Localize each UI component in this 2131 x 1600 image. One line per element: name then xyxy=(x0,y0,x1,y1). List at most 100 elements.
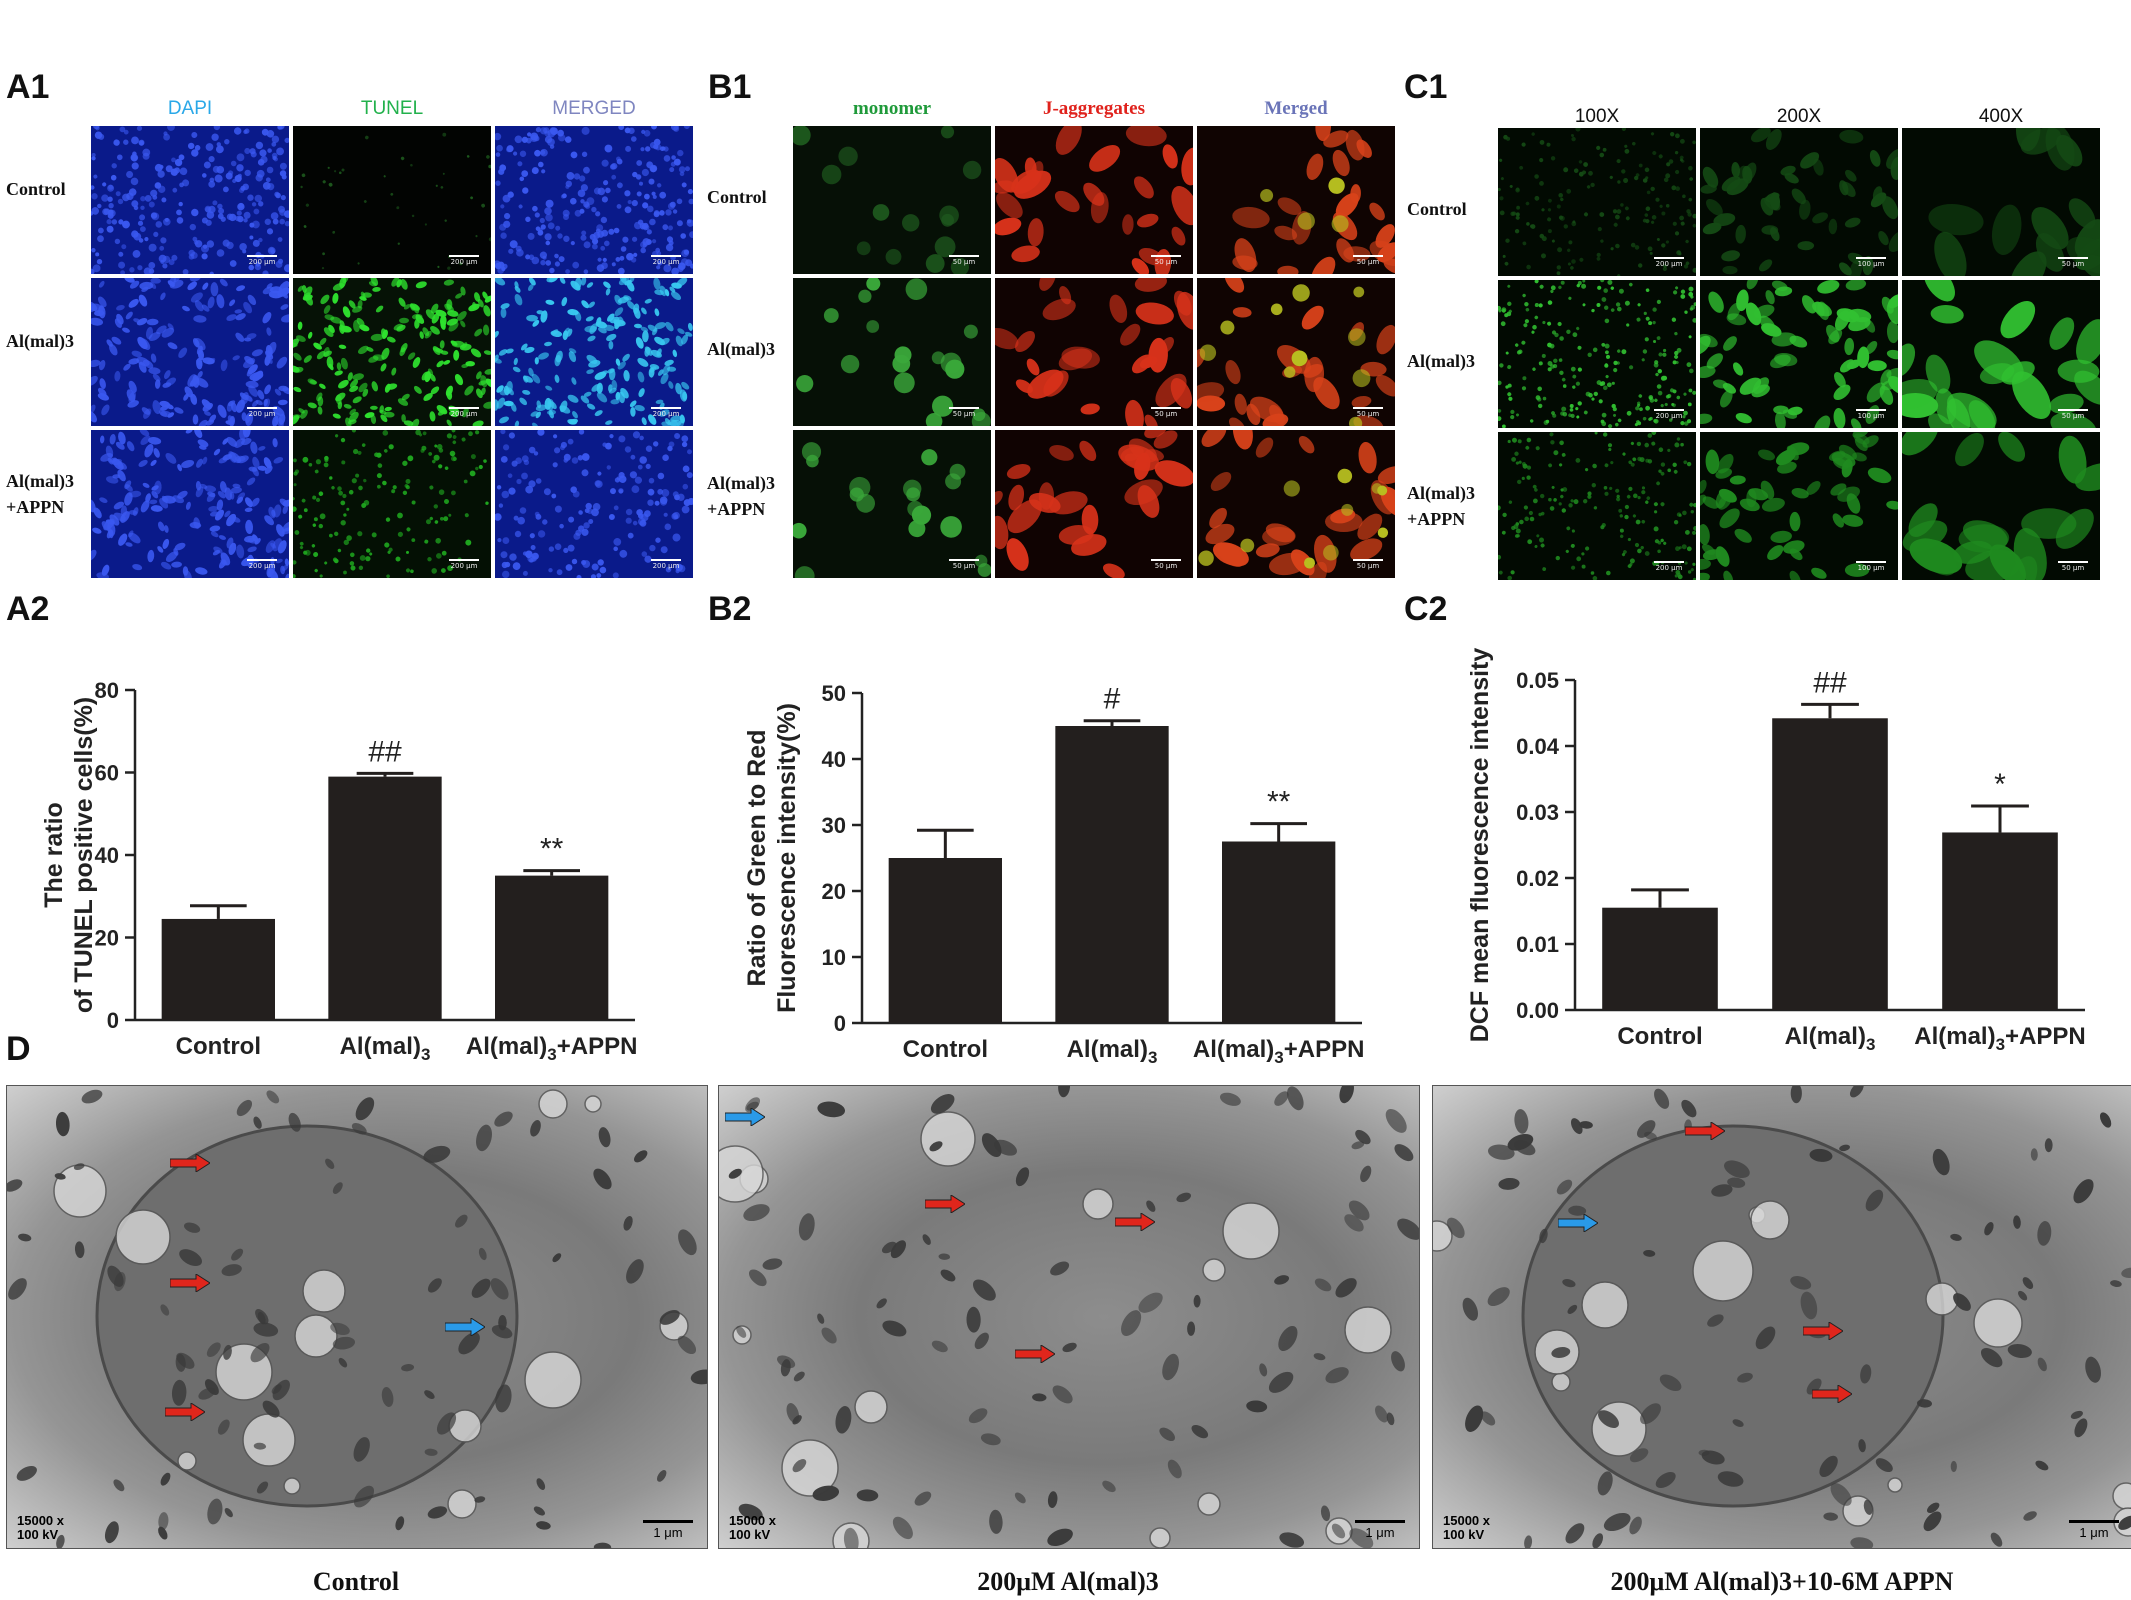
vacuole xyxy=(1925,1282,1959,1316)
vacuole xyxy=(719,1145,764,1203)
x-tick-label: Al(mal)3​ xyxy=(1067,1036,1158,1067)
blue-arrow-icon xyxy=(1558,1214,1598,1232)
scale-bar: 1 μm xyxy=(1355,1520,1405,1540)
row-header-c1-2: Al(mal)3 +APPN xyxy=(1407,480,1475,532)
vacuole xyxy=(1197,1492,1221,1516)
micrograph-b1-r0-c2: 50 μm xyxy=(1197,126,1395,274)
x-tick-label: Al(mal)3​+APPN xyxy=(1193,1036,1365,1067)
x-tick-label: Al(mal)3​+APPN xyxy=(1914,1023,2086,1054)
row-header-b1-2: Al(mal)3 +APPN xyxy=(707,470,775,522)
magnification-label: 15000 x 100 kV xyxy=(17,1514,64,1542)
row-header-line: Al(mal)3 xyxy=(707,339,775,359)
vacuole xyxy=(1149,1527,1171,1548)
row-header-line: +APPN xyxy=(1407,509,1466,529)
chart-tunel: 0 20 40 60 80 The ratio of TUNEL positive cell… xyxy=(20,620,700,1070)
micrograph-c1-r0-c1: 100 μm xyxy=(1700,128,1898,276)
vacuole xyxy=(1202,1258,1226,1282)
column-header-b1-0: monomer xyxy=(852,98,932,119)
micrograph-a1-r0-c2: 200 μm xyxy=(495,126,693,274)
scale-bar: 50 μm xyxy=(949,407,979,418)
chart-dcf-intensity: 0.00 0.01 0.02 0.03 0.04 0.05 DCF mean fluores… xyxy=(1420,615,2120,1065)
magnification-label: 15000 x 100 kV xyxy=(1443,1514,1490,1542)
magnification-line: 15000 x xyxy=(729,1513,776,1528)
micrograph-c1-r2-c0: 200 μm xyxy=(1498,432,1696,580)
vacuole xyxy=(447,1489,477,1519)
scale-bar: 50 μm xyxy=(1353,407,1383,418)
y-axis-label: of TUNEL positive cells(%) xyxy=(70,697,98,1013)
row-header-line: Al(mal)3 xyxy=(707,473,775,493)
chart-green-red-ratio: 0 10 20 30 40 50 Ratio of Green to Red Fluoresc… xyxy=(720,620,1400,1070)
x-tick-label: Al(mal)3​+APPN xyxy=(466,1033,638,1064)
panel-label-c1: C1 xyxy=(1404,68,1448,106)
magnification-line: 15000 x xyxy=(17,1513,64,1528)
row-header-a1-1: Al(mal)3 xyxy=(6,328,74,354)
vacuole xyxy=(2112,1482,2131,1510)
significance-mark: ** xyxy=(540,833,564,866)
y-axis-label: The ratio xyxy=(40,802,68,908)
blue-arrow-icon xyxy=(725,1108,765,1126)
y-tick-label: 0.03 xyxy=(1516,800,1559,825)
scale-bar: 200 μm xyxy=(651,255,681,266)
scale-bar: 200 μm xyxy=(247,407,277,418)
panel-label-a2: A2 xyxy=(6,590,50,628)
voltage-line: 100 kV xyxy=(17,1527,59,1542)
micrograph-c1-r2-c2: 50 μm xyxy=(1902,432,2100,580)
row-header-line: Control xyxy=(6,179,66,199)
row-header-a1-2: Al(mal)3 +APPN xyxy=(6,468,74,520)
red-arrow-icon xyxy=(170,1274,210,1292)
x-tick-label: Control xyxy=(903,1036,988,1063)
voltage-line: 100 kV xyxy=(729,1527,771,1542)
scale-bar: 200 μm xyxy=(1654,561,1684,572)
vacuole xyxy=(1551,1372,1571,1392)
vacuole xyxy=(242,1413,296,1467)
scale-bar: 1 μm xyxy=(2069,1520,2119,1540)
vacuole xyxy=(1344,1306,1392,1354)
scale-bar: 200 μm xyxy=(449,559,479,570)
significance-mark: # xyxy=(1104,683,1121,716)
x-tick-label: Control xyxy=(1617,1023,1702,1050)
y-tick-label: 0 xyxy=(834,1011,846,1036)
significance-mark: * xyxy=(1994,768,2006,801)
vacuole xyxy=(538,1089,568,1119)
scale-bar: 50 μm xyxy=(2058,257,2088,268)
y-tick-label: 40 xyxy=(95,843,119,868)
y-axis-label: Ratio of Green to Red xyxy=(743,730,771,987)
row-header-line: Al(mal)3 xyxy=(1407,351,1475,371)
red-arrow-icon xyxy=(170,1154,210,1172)
bar-1 xyxy=(1772,718,1888,1010)
y-tick-label: 20 xyxy=(95,926,119,951)
scale-bar: 200 μm xyxy=(1654,257,1684,268)
vacuole xyxy=(1692,1240,1754,1302)
micrograph-c1-r1-c1: 100 μm xyxy=(1700,280,1898,428)
micrograph-a1-r1-c0: 200 μm xyxy=(91,278,289,426)
tem-caption-2: 200μM Al(mal)3+10-6M APPN xyxy=(1610,1567,1954,1596)
scale-bar: 50 μm xyxy=(2058,409,2088,420)
panel-label-c2: C2 xyxy=(1404,590,1448,628)
tem-micrograph-1: 15000 x 100 kV 1 μm xyxy=(718,1085,1420,1549)
micrograph-b1-r2-c2: 50 μm xyxy=(1197,430,1395,578)
bar-2 xyxy=(1942,832,2058,1010)
vacuole xyxy=(584,1095,602,1113)
vacuole xyxy=(1082,1188,1114,1220)
y-axis-label: DCF mean fluorescence intensity xyxy=(1466,648,1494,1043)
y-tick-label: 0 xyxy=(107,1008,119,1033)
vacuole xyxy=(115,1209,171,1265)
vacuole xyxy=(1433,1220,1453,1252)
micrograph-a1-r1-c1: 200 μm xyxy=(293,278,491,426)
vacuole xyxy=(177,1451,197,1471)
micrograph-b1-r0-c1: 50 μm xyxy=(995,126,1193,274)
y-tick-label: 30 xyxy=(822,813,846,838)
panel-label-b1: B1 xyxy=(708,68,752,106)
blue-arrow-icon xyxy=(445,1318,485,1336)
vacuole xyxy=(1973,1298,2023,1348)
y-axis-label: Fluorescence intensity(%) xyxy=(773,703,801,1013)
panel-label-d: D xyxy=(6,1030,31,1068)
red-arrow-icon xyxy=(165,1403,205,1421)
column-header-b1-2: Merged xyxy=(1264,98,1328,119)
bar-1 xyxy=(328,776,442,1020)
y-tick-label: 60 xyxy=(95,761,119,786)
scale-bar: 100 μm xyxy=(1856,409,1886,420)
scale-bar: 1 μm xyxy=(643,1520,693,1540)
nucleus xyxy=(95,1124,519,1508)
scale-bar: 100 μm xyxy=(1856,561,1886,572)
